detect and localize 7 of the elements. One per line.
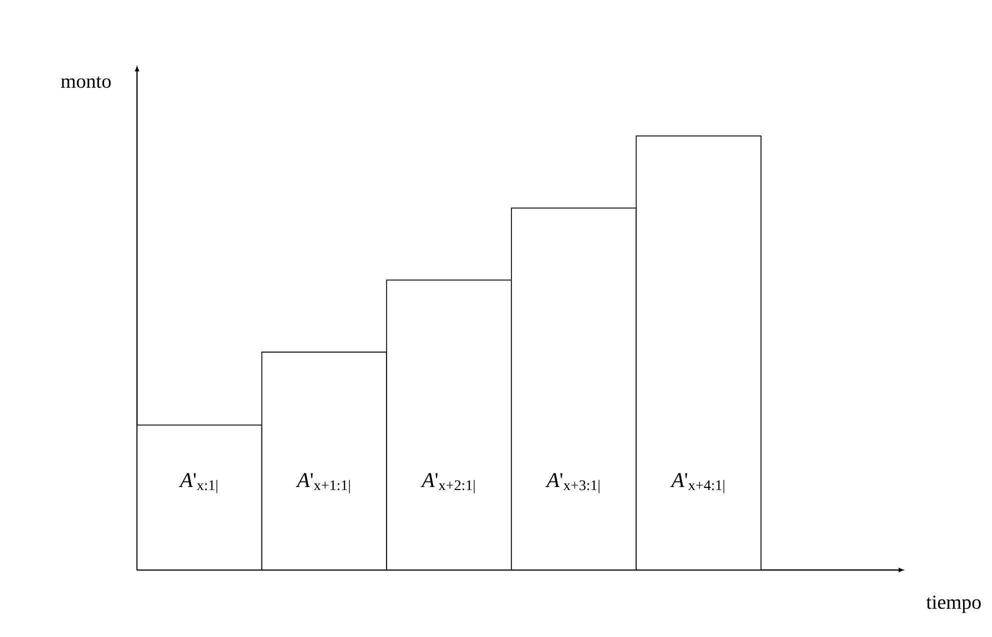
x-tick-label: A'$_{x+3:1|}$: [546, 473, 600, 494]
x-tick-label: A'$_{x+1:1|}$: [296, 473, 350, 494]
x-tick-label: A'$_{x+2:1|}$: [420, 473, 475, 494]
x-tick-label: A'$_{x+4:1|}$: [670, 473, 724, 494]
text: tiempo: [926, 596, 981, 613]
y-axis-title: monto: [60, 76, 111, 88]
x-tick-label: A'$_{x:1|}$: [178, 473, 218, 494]
